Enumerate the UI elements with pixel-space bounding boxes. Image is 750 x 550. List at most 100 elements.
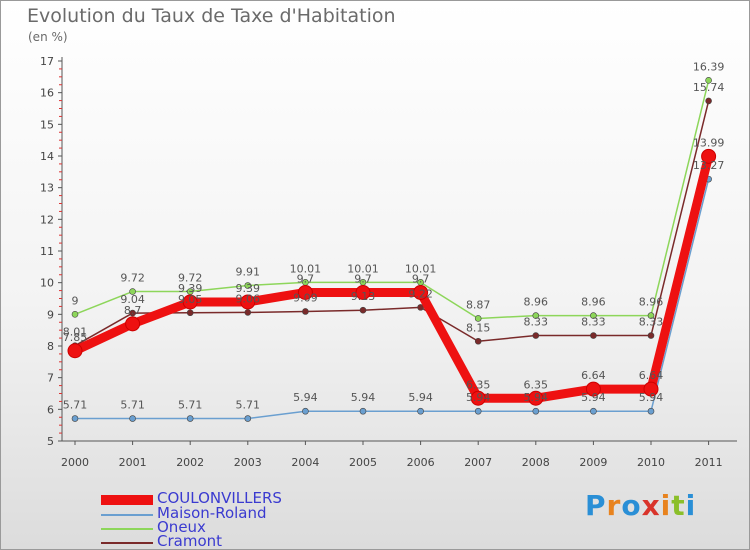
data-point: [244, 415, 252, 422]
data-point: [129, 309, 136, 317]
data-label: 9.7: [297, 272, 315, 285]
data-point: [528, 390, 544, 406]
data-label: 8.96: [639, 296, 664, 309]
data-label: 9.72: [120, 272, 145, 285]
data-label: 5.71: [236, 399, 261, 412]
y-tick-label: 9: [47, 308, 54, 321]
data-point: [359, 306, 367, 314]
data-label: 9.39: [178, 282, 203, 295]
chart-title: Evolution du Taux de Taxe d'Habitation: [27, 5, 396, 27]
logo-letter: P: [585, 489, 607, 522]
data-label: 9.05: [178, 293, 203, 306]
data-label: 9.09: [293, 291, 318, 304]
data-point: [647, 407, 655, 415]
data-label: 6.35: [524, 378, 549, 391]
data-point: [474, 337, 482, 345]
data-label: 8.96: [524, 296, 549, 309]
legend-swatch: [101, 495, 153, 505]
data-label: 10.01: [405, 262, 437, 275]
data-point: [67, 343, 83, 359]
legend-swatch: [101, 528, 153, 530]
data-label: 9.04: [120, 293, 145, 306]
data-label: 10.01: [347, 262, 379, 275]
data-point: [590, 332, 597, 339]
x-tick-label: 2010: [637, 456, 665, 469]
data-label: 9: [72, 294, 79, 307]
data-label: 5.71: [178, 399, 203, 412]
legend-swatch: [101, 542, 153, 544]
y-tick-label: 10: [40, 277, 54, 290]
data-label: 8.96: [581, 296, 606, 309]
data-label: 9.91: [236, 266, 261, 279]
data-label: 9.06: [236, 292, 261, 305]
data-label: 5.71: [120, 399, 145, 412]
data-point: [297, 284, 313, 300]
data-label: 9.39: [236, 282, 261, 295]
data-label: 13.99: [693, 136, 725, 149]
series-line-maison-roland: [74, 178, 710, 420]
data-point: [244, 282, 252, 289]
data-point: [182, 294, 198, 310]
data-label: 8.87: [466, 298, 491, 311]
data-label: 5.94: [639, 391, 664, 404]
data-point: [470, 390, 486, 406]
logo-letter: x: [641, 489, 661, 522]
y-tick-label: 13: [40, 182, 54, 195]
data-point: [474, 315, 482, 322]
data-point: [705, 97, 712, 105]
data-point: [129, 415, 136, 422]
data-label: 8.15: [466, 321, 491, 334]
data-point: [359, 407, 367, 415]
data-point: [643, 381, 659, 397]
legend-label: Cramont: [157, 532, 223, 550]
data-label: 8.7: [124, 304, 142, 317]
y-tick-label: 6: [47, 403, 54, 416]
data-label: 9.7: [412, 272, 430, 285]
data-point: [647, 312, 655, 319]
data-point: [71, 415, 79, 422]
y-tick-label: 12: [40, 213, 54, 226]
data-point: [474, 407, 482, 415]
data-point: [71, 311, 79, 318]
proxiti-logo: Proxiti: [585, 489, 696, 522]
data-label: 5.94: [466, 391, 491, 404]
legend-label: COULONVILLERS: [157, 489, 282, 507]
data-point: [532, 407, 540, 415]
x-tick-label: 2009: [579, 456, 607, 469]
y-tick-label: 8: [47, 340, 54, 353]
y-tick-label: 5: [47, 435, 54, 448]
data-point: [125, 316, 141, 332]
data-label: 8.33: [639, 316, 664, 329]
data-label: 13.27: [693, 159, 725, 172]
logo-letter: r: [606, 489, 622, 522]
data-label: 7.85: [63, 331, 88, 344]
logo-letter: t: [671, 489, 686, 522]
legend-label: Oneux: [157, 518, 206, 536]
data-label: 6.64: [581, 369, 606, 382]
data-point: [186, 309, 194, 317]
data-label: 5.71: [63, 399, 88, 412]
data-point: [590, 312, 597, 319]
data-point: [705, 77, 712, 84]
x-tick-label: 2005: [349, 456, 377, 469]
data-point: [302, 308, 309, 315]
data-point: [532, 312, 540, 319]
y-tick-label: 15: [40, 118, 54, 131]
data-label: 5.94: [408, 391, 433, 404]
data-label: 5.94: [524, 391, 549, 404]
data-label: 9.13: [351, 290, 376, 303]
x-tick-label: 2011: [695, 456, 723, 469]
logo-letter: i: [685, 489, 697, 522]
data-point: [532, 332, 540, 339]
x-tick-label: 2004: [291, 456, 319, 469]
data-label: 10.01: [290, 262, 322, 275]
y-tick-label: 7: [47, 372, 54, 385]
data-point: [355, 284, 371, 300]
x-tick-label: 2002: [176, 456, 204, 469]
data-point: [413, 284, 429, 300]
logo-letter: o: [621, 489, 642, 522]
data-label: 5.94: [351, 391, 376, 404]
data-label: 9.72: [178, 272, 203, 285]
